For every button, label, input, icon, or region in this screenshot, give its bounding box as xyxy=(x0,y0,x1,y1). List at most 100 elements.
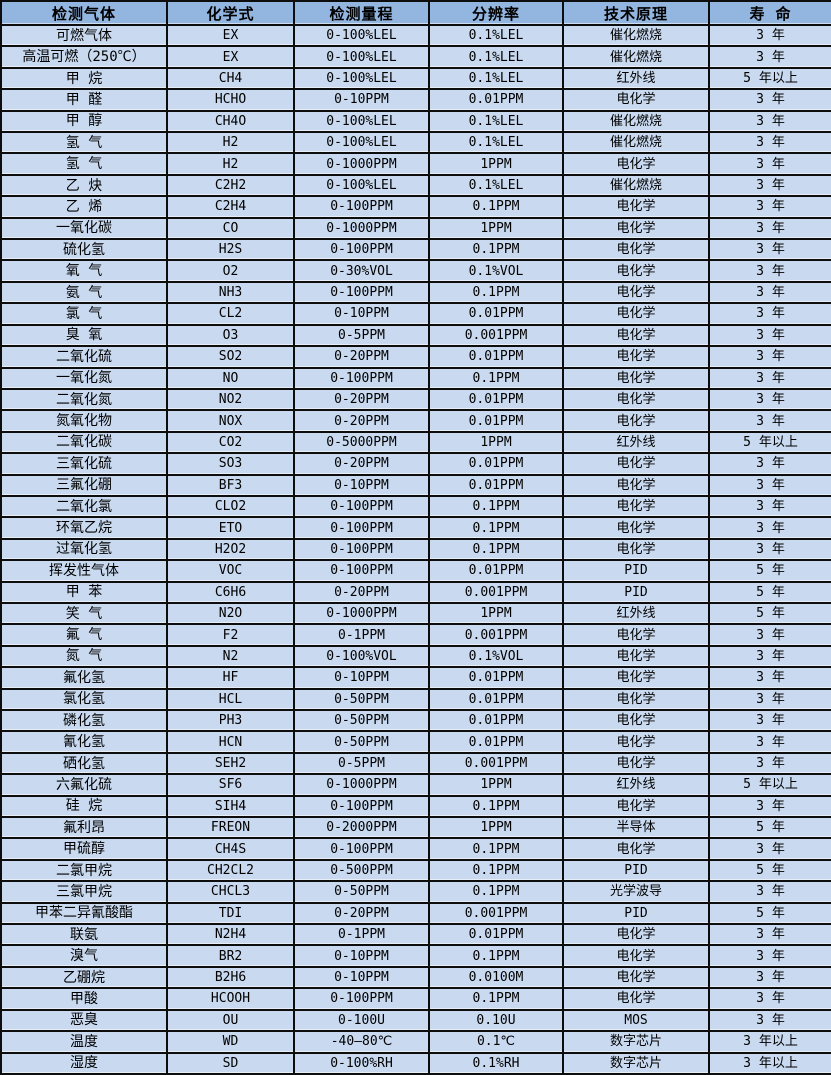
table-row: 臭 氧 O3 0-5PPM 0.001PPM 电化学 3 年 xyxy=(0,323,831,348)
cell-chemical-formula: NOX xyxy=(166,409,295,433)
cell-detection-range: 0-100PPM xyxy=(293,494,430,519)
table-row: 甲硫醇 CH4S 0-100PPM 0.1PPM 电化学 3 年 xyxy=(0,837,831,861)
cell-gas-name: 联氨 xyxy=(0,923,168,947)
cell-gas-name: 氢 气 xyxy=(0,131,168,155)
cell-resolution: 0.01PPM xyxy=(428,923,564,947)
cell-technology-principle: 电化学 xyxy=(562,730,710,754)
cell-resolution: 1PPM xyxy=(428,601,564,626)
cell-gas-name: 二氧化硫 xyxy=(0,345,168,369)
cell-gas-name: 三氧化硫 xyxy=(0,452,168,476)
cell-chemical-formula: H2 xyxy=(166,152,295,176)
cell-gas-name: 乙 烯 xyxy=(0,195,168,219)
cell-chemical-formula: H2S xyxy=(166,238,295,262)
cell-chemical-formula: HCOOH xyxy=(166,987,295,1011)
cell-technology-principle: 电化学 xyxy=(562,88,710,112)
cell-gas-name: 甲苯二异氰酸酯 xyxy=(0,901,168,926)
cell-resolution: 0.1PPM xyxy=(428,516,564,540)
cell-chemical-formula: C6H6 xyxy=(166,580,295,604)
cell-resolution: 0.01PPM xyxy=(428,387,564,412)
table-row: 过氧化氢 H2O2 0-100PPM 0.1PPM 电化学 3 年 xyxy=(0,537,831,562)
table-row: 可燃气体 EX 0-100%LEL 0.1%LEL 催化燃烧 3 年 xyxy=(0,23,831,48)
cell-detection-range: 0-10PPM xyxy=(293,666,430,690)
cell-technology-principle: 电化学 xyxy=(562,280,710,305)
cell-detection-range: 0-100PPM xyxy=(293,280,430,305)
cell-gas-name: 甲 醇 xyxy=(0,109,168,134)
cell-resolution: 0.1%LEL xyxy=(428,66,564,91)
cell-gas-name: 甲 苯 xyxy=(0,580,168,604)
cell-lifespan: 3 年 xyxy=(708,387,831,412)
cell-chemical-formula: C2H2 xyxy=(166,173,295,198)
cell-chemical-formula: HCN xyxy=(166,730,295,754)
cell-detection-range: 0-100PPM xyxy=(293,238,430,262)
cell-technology-principle: 电化学 xyxy=(562,944,710,968)
cell-resolution: 0.001PPM xyxy=(428,901,564,926)
cell-resolution: 1PPM xyxy=(428,216,564,241)
cell-lifespan: 3 年以上 xyxy=(708,1030,831,1054)
cell-technology-principle: 电化学 xyxy=(562,537,710,562)
column-header-range: 检测量程 xyxy=(293,0,430,26)
cell-technology-principle: 电化学 xyxy=(562,494,710,519)
cell-technology-principle: 电化学 xyxy=(562,345,710,369)
cell-chemical-formula: ETO xyxy=(166,516,295,540)
cell-technology-principle: 红外线 xyxy=(562,430,710,455)
cell-technology-principle: 电化学 xyxy=(562,302,710,326)
table-row: 甲苯二异氰酸酯 TDI 0-20PPM 0.001PPM PID 5 年 xyxy=(0,901,831,926)
cell-technology-principle: 电化学 xyxy=(562,516,710,540)
table-row: 甲酸 HCOOH 0-100PPM 0.1PPM 电化学 3 年 xyxy=(0,987,831,1011)
cell-lifespan: 3 年 xyxy=(708,708,831,733)
cell-resolution: 0.1PPM xyxy=(428,366,564,390)
cell-gas-name: 恶臭 xyxy=(0,1008,168,1033)
cell-technology-principle: 电化学 xyxy=(562,644,710,669)
cell-lifespan: 3 年 xyxy=(708,730,831,754)
cell-chemical-formula: WD xyxy=(166,1030,295,1054)
cell-gas-name: 六氟化硫 xyxy=(0,773,168,797)
cell-chemical-formula: TDI xyxy=(166,901,295,926)
cell-chemical-formula: CO xyxy=(166,216,295,241)
cell-gas-name: 溴气 xyxy=(0,944,168,968)
table-row: 三氟化硼 BF3 0-10PPM 0.01PPM 电化学 3 年 xyxy=(0,473,831,497)
table-row: 一氧化碳 CO 0-1000PPM 1PPM 电化学 3 年 xyxy=(0,216,831,241)
cell-technology-principle: 电化学 xyxy=(562,366,710,390)
cell-chemical-formula: CLO2 xyxy=(166,494,295,519)
cell-lifespan: 3 年 xyxy=(708,88,831,112)
cell-lifespan: 5 年 xyxy=(708,601,831,626)
cell-gas-name: 环氧乙烷 xyxy=(0,516,168,540)
cell-gas-name: 甲 醛 xyxy=(0,88,168,112)
cell-resolution: 1PPM xyxy=(428,152,564,176)
cell-gas-name: 氢 气 xyxy=(0,152,168,176)
cell-gas-name: 一氧化碳 xyxy=(0,216,168,241)
table-row: 三氯甲烷 CHCL3 0-50PPM 0.1PPM 光学波导 3 年 xyxy=(0,880,831,904)
header-row: 检测气体 化学式 检测量程 分辨率 技术原理 寿 命 xyxy=(0,0,831,26)
cell-chemical-formula: HF xyxy=(166,666,295,690)
cell-lifespan: 3 年 xyxy=(708,537,831,562)
cell-resolution: 0.001PPM xyxy=(428,751,564,776)
cell-lifespan: 3 年 xyxy=(708,944,831,968)
cell-gas-name: 挥发性气体 xyxy=(0,559,168,583)
table-row: 氮氧化物 NOX 0-20PPM 0.01PPM 电化学 3 年 xyxy=(0,409,831,433)
cell-chemical-formula: CH2CL2 xyxy=(166,858,295,883)
cell-technology-principle: 电化学 xyxy=(562,387,710,412)
cell-lifespan: 3 年以上 xyxy=(708,1051,831,1075)
cell-lifespan: 3 年 xyxy=(708,880,831,904)
cell-gas-name: 氟 气 xyxy=(0,623,168,647)
table-row: 三氧化硫 SO3 0-20PPM 0.01PPM 电化学 3 年 xyxy=(0,452,831,476)
table-row: 二氧化硫 SO2 0-20PPM 0.01PPM 电化学 3 年 xyxy=(0,345,831,369)
table-row: 二氯甲烷 CH2CL2 0-500PPM 0.1PPM PID 5 年 xyxy=(0,858,831,883)
cell-technology-principle: 催化燃烧 xyxy=(562,109,710,134)
cell-lifespan: 3 年 xyxy=(708,965,831,990)
table-row: 氯化氢 HCL 0-50PPM 0.01PPM 电化学 3 年 xyxy=(0,687,831,712)
table-row: 二氧化氯 CLO2 0-100PPM 0.1PPM 电化学 3 年 xyxy=(0,494,831,519)
cell-resolution: 0.1PPM xyxy=(428,794,564,819)
cell-resolution: 0.1PPM xyxy=(428,238,564,262)
cell-technology-principle: 电化学 xyxy=(562,751,710,776)
cell-lifespan: 3 年 xyxy=(708,45,831,69)
cell-resolution: 0.001PPM xyxy=(428,580,564,604)
cell-resolution: 0.01PPM xyxy=(428,559,564,583)
cell-technology-principle: 催化燃烧 xyxy=(562,131,710,155)
cell-lifespan: 3 年 xyxy=(708,366,831,390)
cell-gas-name: 臭 氧 xyxy=(0,323,168,348)
cell-resolution: 0.01PPM xyxy=(428,88,564,112)
table-row: 溴气 BR2 0-10PPM 0.1PPM 电化学 3 年 xyxy=(0,944,831,968)
cell-gas-name: 二氧化氮 xyxy=(0,387,168,412)
cell-detection-range: 0-100%LEL xyxy=(293,66,430,91)
